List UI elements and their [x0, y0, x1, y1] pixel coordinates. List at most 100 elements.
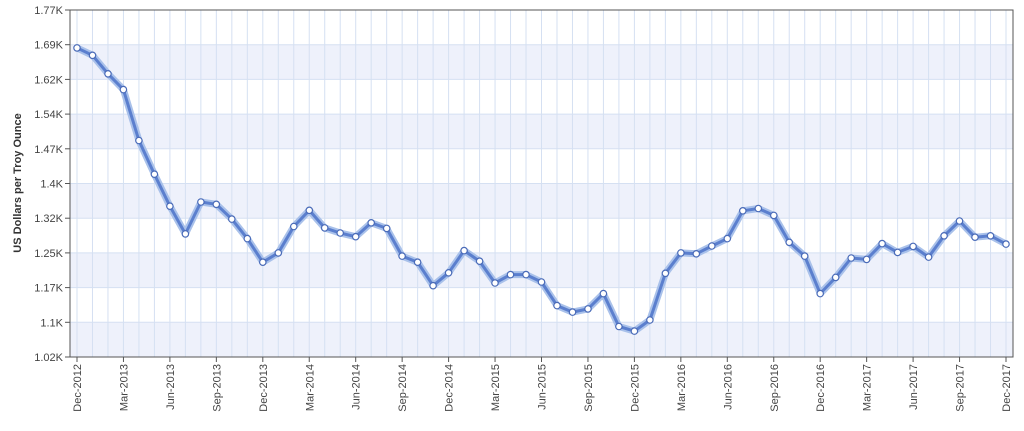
data-point — [800, 252, 809, 260]
data-point — [893, 248, 902, 257]
data-series — [73, 44, 1010, 335]
data-point — [228, 215, 236, 223]
x-tick-label: Sep-2015 — [583, 364, 595, 412]
data-point — [258, 258, 267, 267]
data-point — [522, 270, 530, 279]
x-tick-label: Jun-2017 — [908, 364, 920, 410]
x-tick-label: Jun-2013 — [165, 364, 177, 410]
data-point — [197, 198, 205, 206]
x-axis: Dec-2012 Mar-2013 Jun-2013 Sep-2013 Dec-2013… — [72, 357, 1013, 412]
data-point — [166, 202, 174, 211]
data-point — [367, 219, 376, 227]
data-point — [924, 253, 933, 261]
data-point — [506, 270, 515, 279]
y-tick-label: 1.62K — [34, 74, 63, 86]
data-point — [413, 258, 422, 267]
data-point — [243, 234, 252, 243]
data-point — [940, 232, 948, 240]
x-tick-label: Mar-2017 — [862, 364, 874, 411]
y-tick-label: 1.77K — [34, 5, 63, 17]
x-tick-label: Sep-2014 — [397, 364, 409, 412]
data-point — [475, 257, 484, 266]
data-point — [707, 242, 716, 250]
x-tick-label: Mar-2014 — [304, 364, 316, 411]
data-point — [862, 255, 871, 264]
data-point — [119, 85, 128, 94]
x-tick-label: Mar-2016 — [676, 364, 688, 411]
data-point — [274, 249, 283, 257]
data-point — [150, 170, 159, 179]
data-point — [73, 44, 81, 52]
x-tick-label: Dec-2017 — [1001, 364, 1013, 412]
x-tick-label: Jun-2015 — [537, 364, 549, 410]
data-point — [491, 279, 499, 287]
data-point — [537, 278, 546, 286]
x-tick-label: Sep-2013 — [211, 364, 223, 412]
x-tick-label: Dec-2012 — [72, 364, 84, 412]
data-point — [816, 289, 825, 298]
data-point — [847, 254, 856, 262]
data-point — [599, 289, 608, 298]
x-tick-label: Mar-2015 — [490, 364, 502, 411]
data-point — [584, 305, 592, 313]
x-tick-label: Sep-2016 — [769, 364, 781, 412]
x-tick-label: Jun-2016 — [722, 364, 734, 410]
data-point — [568, 308, 577, 316]
data-point — [955, 217, 964, 225]
data-point — [738, 207, 747, 215]
data-point — [646, 316, 654, 324]
x-tick-label: Jun-2014 — [351, 364, 363, 410]
data-point — [429, 281, 437, 290]
data-point — [831, 273, 840, 282]
data-point — [878, 239, 886, 248]
data-point — [692, 250, 701, 258]
y-tick-label: 1.32K — [34, 213, 63, 225]
data-point — [351, 232, 360, 241]
x-tick-label: Dec-2014 — [444, 364, 456, 412]
data-point — [553, 301, 561, 310]
data-point — [460, 246, 468, 255]
plot-border — [69, 9, 1014, 358]
data-point — [382, 224, 391, 233]
data-point — [212, 200, 221, 209]
y-tick-label: 1.1K — [40, 317, 63, 329]
data-point — [971, 233, 979, 242]
data-point — [1002, 240, 1010, 248]
data-point — [769, 211, 778, 220]
data-point — [677, 249, 685, 257]
data-point — [909, 242, 917, 251]
x-tick-label: Dec-2016 — [815, 364, 827, 412]
x-tick-label: Mar-2013 — [118, 364, 130, 411]
data-point — [754, 204, 763, 213]
data-point — [630, 327, 639, 335]
y-axis-title: US Dollars per Troy Ounce — [12, 113, 24, 252]
x-tick-label: Sep-2017 — [955, 364, 967, 412]
y-tick-label: 1.69K — [34, 40, 63, 52]
y-tick-label: 1.47K — [34, 144, 63, 156]
y-axis: 1.02K 1.1K 1.17K 1.25K 1.32K 1.4K 1.47K 1.54K 1.… — [34, 5, 70, 364]
data-point — [986, 232, 995, 240]
data-point — [320, 224, 329, 232]
data-point — [104, 70, 112, 78]
data-point — [615, 322, 623, 331]
data-point — [785, 238, 794, 247]
data-point — [305, 206, 314, 215]
data-point — [336, 229, 345, 237]
data-point — [723, 234, 732, 243]
x-tick-label: Dec-2015 — [629, 364, 641, 412]
y-tick-label: 1.54K — [34, 109, 63, 121]
data-point — [181, 230, 190, 238]
data-point — [88, 51, 97, 60]
data-point — [289, 222, 298, 231]
y-tick-label: 1.4K — [40, 179, 63, 191]
y-tick-label: 1.17K — [34, 283, 63, 295]
grid-lines — [70, 9, 1013, 358]
data-point — [661, 269, 670, 278]
x-tick-label: Dec-2013 — [258, 364, 270, 412]
data-point — [444, 268, 453, 277]
data-point — [398, 252, 406, 260]
y-tick-label: 1.02K — [34, 352, 63, 364]
data-point — [135, 136, 143, 145]
y-tick-label: 1.25K — [34, 248, 63, 260]
